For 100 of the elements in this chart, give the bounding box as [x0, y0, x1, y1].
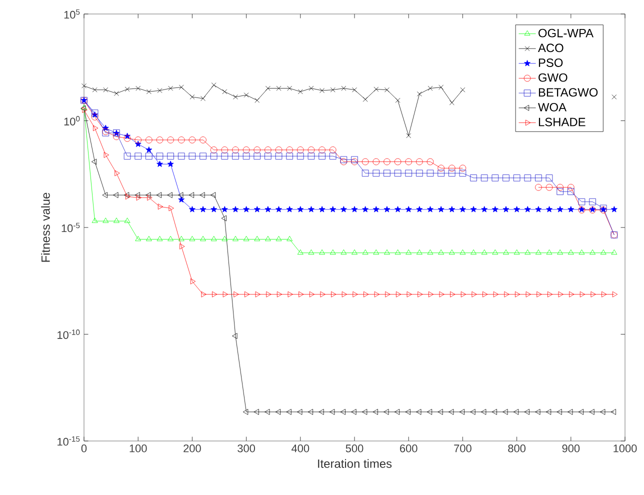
point — [275, 152, 282, 160]
point — [416, 249, 422, 255]
point — [590, 291, 596, 298]
point — [286, 146, 293, 154]
point — [234, 291, 239, 298]
point — [470, 174, 477, 182]
point — [320, 88, 324, 93]
point — [93, 125, 98, 132]
point — [189, 236, 196, 242]
point — [502, 206, 510, 212]
point — [406, 133, 412, 138]
point — [156, 160, 163, 167]
point — [92, 218, 98, 223]
point — [329, 152, 336, 160]
point — [558, 291, 564, 298]
point — [200, 206, 206, 212]
point — [568, 249, 574, 255]
point — [384, 170, 390, 177]
point — [91, 114, 98, 120]
point — [288, 291, 293, 298]
y-axis-title: Fitness value — [41, 192, 50, 262]
point — [190, 278, 196, 284]
point — [472, 291, 477, 298]
point — [114, 218, 120, 223]
point — [329, 146, 336, 154]
point — [124, 134, 131, 142]
point — [113, 133, 120, 140]
point — [265, 86, 270, 91]
point — [351, 408, 356, 415]
point — [308, 408, 314, 415]
point — [254, 206, 260, 212]
legend-label: WOA — [538, 102, 567, 112]
point — [438, 84, 444, 90]
point — [374, 86, 379, 92]
y-tick-label: 10$^{0}$ — [64, 116, 80, 126]
point — [362, 206, 369, 212]
point — [580, 291, 586, 298]
point — [352, 249, 358, 255]
point — [113, 192, 118, 198]
point — [459, 206, 466, 212]
point — [450, 291, 456, 298]
point — [612, 291, 618, 298]
point — [568, 408, 573, 415]
point — [318, 152, 326, 160]
point — [242, 152, 250, 160]
point — [504, 291, 510, 298]
point — [136, 194, 142, 201]
point — [147, 194, 152, 201]
point — [418, 291, 423, 298]
point — [340, 249, 347, 255]
point — [82, 83, 86, 88]
point — [600, 408, 606, 415]
point — [330, 87, 336, 92]
point — [188, 136, 196, 144]
point — [103, 87, 108, 92]
point — [438, 206, 444, 212]
point — [286, 206, 293, 212]
point — [178, 196, 185, 202]
point — [362, 408, 368, 415]
point — [384, 158, 390, 166]
point — [546, 249, 552, 255]
point — [156, 192, 162, 198]
point — [372, 206, 380, 212]
point — [395, 98, 400, 103]
point — [426, 158, 434, 166]
point — [481, 249, 488, 255]
point — [308, 86, 314, 91]
point — [362, 96, 368, 102]
point — [178, 84, 184, 90]
point — [351, 206, 358, 212]
point — [221, 146, 228, 154]
point — [134, 152, 142, 160]
point — [254, 408, 259, 415]
point — [232, 206, 239, 212]
point — [341, 86, 346, 91]
point — [524, 408, 530, 415]
point — [524, 206, 531, 212]
point — [405, 206, 412, 212]
point — [244, 92, 249, 98]
point — [146, 146, 152, 153]
point — [178, 152, 185, 160]
point — [104, 152, 110, 158]
point — [188, 192, 194, 198]
point — [309, 291, 315, 298]
y-tick-label: 10$^{5}$ — [64, 9, 80, 19]
x-tick-label: 100 — [130, 444, 147, 452]
point — [233, 94, 238, 100]
point — [330, 249, 336, 255]
point — [297, 249, 304, 255]
point — [396, 291, 402, 298]
point — [178, 136, 185, 144]
legend-label: BETAGWO — [538, 88, 598, 97]
x-tick-label: 400 — [292, 444, 310, 452]
point — [276, 86, 282, 91]
point — [480, 174, 488, 182]
point — [136, 86, 141, 91]
point — [373, 249, 380, 255]
point — [426, 408, 432, 415]
point — [384, 408, 389, 415]
point — [188, 206, 196, 212]
